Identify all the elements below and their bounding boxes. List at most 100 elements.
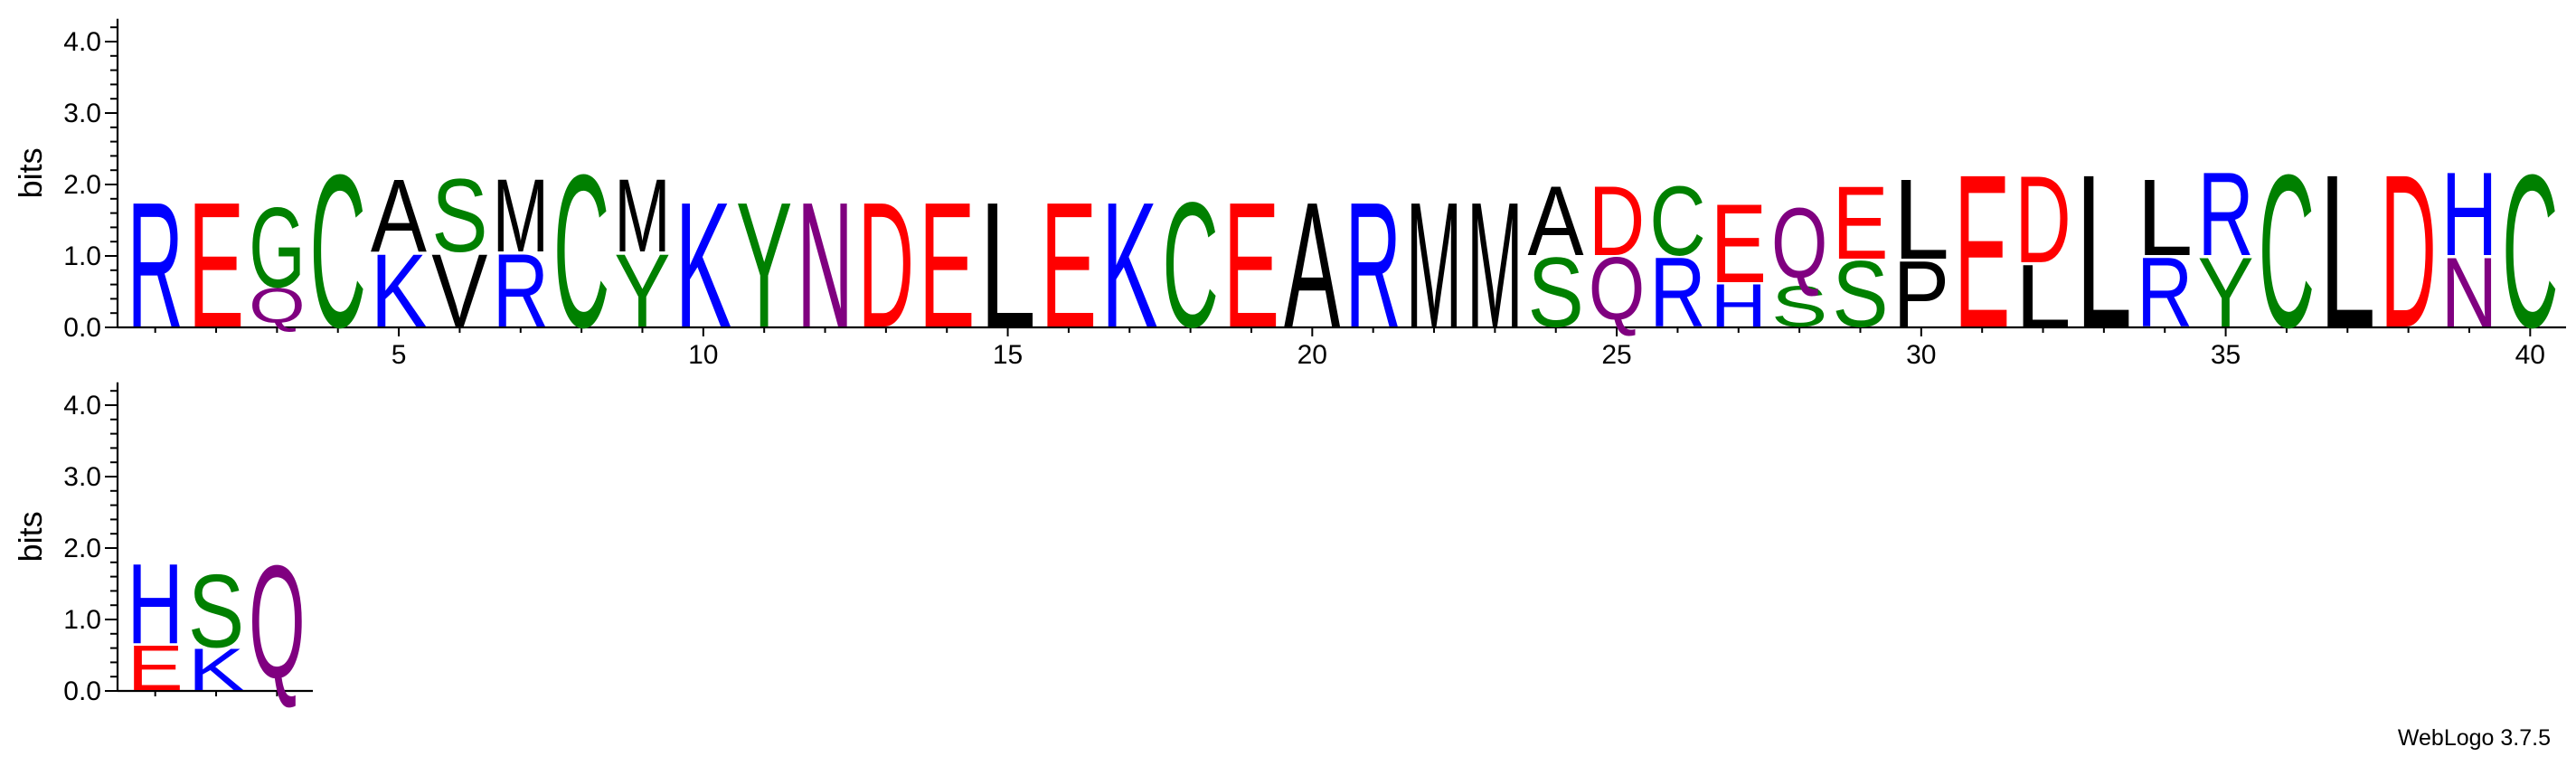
glyph-R: R	[493, 232, 549, 349]
x-tick-label: 40	[2515, 340, 2545, 370]
glyph-K: K	[188, 637, 244, 703]
glyph-S: S	[1771, 275, 1827, 339]
glyph-E: E	[188, 165, 244, 364]
glyph-C: C	[2259, 130, 2315, 374]
glyph-C: C	[1162, 165, 1218, 364]
glyph-C: C	[2502, 130, 2558, 374]
logo-column-18: C	[1162, 165, 1218, 364]
glyph-D: D	[2015, 151, 2071, 289]
glyph-Q: Q	[249, 533, 305, 713]
logo-column-22: M	[1406, 165, 1462, 364]
y-axis-label: bits	[12, 147, 49, 198]
logo-column-40: C	[2502, 130, 2558, 374]
glyph-H: H	[1711, 272, 1767, 340]
logo-column-38: D	[2380, 130, 2436, 374]
glyph-D: D	[2380, 130, 2436, 374]
glyph-D: D	[858, 165, 914, 364]
logo-column-31: E	[1954, 128, 2010, 373]
glyph-Q: Q	[249, 278, 305, 333]
logo-column-29: SE	[1832, 165, 1888, 346]
glyph-P: P	[1893, 241, 1949, 346]
logo-column-1: R	[127, 165, 184, 364]
y-axis-label: bits	[12, 511, 49, 562]
glyph-N: N	[2441, 237, 2497, 347]
glyph-L: L	[2137, 156, 2193, 279]
glyph-Y: Y	[2197, 237, 2253, 348]
logo-column-34: RL	[2137, 156, 2193, 347]
x-tick-label: 10	[688, 340, 718, 370]
logo-column-32: LD	[2015, 151, 2071, 346]
x-tick-label: 30	[1906, 340, 1936, 370]
y-tick-label: 3.0	[63, 462, 101, 492]
logo-column-27: HE	[1711, 182, 1767, 340]
logo-column-24: SA	[1528, 165, 1584, 348]
weblogo-credit: WebLogo 3.7.5	[2397, 725, 2551, 751]
glyph-L: L	[1893, 156, 1949, 284]
logo-column-28: SQ	[1771, 188, 1827, 339]
logo-column-8: C	[553, 130, 609, 374]
logo-column-5: KA	[371, 158, 427, 350]
logo-column-30: PL	[1893, 156, 1949, 346]
glyph-R: R	[127, 165, 184, 364]
logo-column-26: RC	[1649, 165, 1705, 347]
logo-column-42: KS	[188, 553, 244, 703]
glyph-M: M	[1467, 165, 1523, 364]
glyph-G: G	[249, 184, 305, 312]
logo-column-17: K	[1101, 165, 1157, 364]
glyph-L: L	[2319, 129, 2375, 373]
glyph-C: C	[1649, 165, 1705, 276]
y-tick-label: 1.0	[63, 241, 101, 271]
glyph-E: E	[1954, 128, 2010, 373]
glyph-D: D	[1589, 165, 1645, 276]
y-tick-label: 4.0	[63, 27, 101, 57]
x-tick-label: 35	[2211, 340, 2241, 370]
logo-column-10: K	[675, 165, 731, 364]
y-tick-label: 2.0	[63, 170, 101, 200]
logo-column-7: RM	[493, 157, 549, 349]
glyph-E: E	[1832, 165, 1888, 281]
glyph-S: S	[1528, 237, 1584, 348]
glyph-S: S	[431, 158, 487, 274]
glyph-R: R	[2197, 147, 2253, 281]
logo-column-16: E	[1041, 165, 1097, 364]
glyph-E: E	[1711, 182, 1767, 307]
y-tick-label: 0.0	[63, 676, 101, 706]
logo-column-11: Y	[736, 165, 792, 364]
glyph-A: A	[1284, 165, 1340, 364]
logo-column-6: VS	[431, 158, 487, 349]
y-tick-label: 0.0	[63, 313, 101, 343]
logo-column-36: C	[2259, 130, 2315, 374]
glyph-V: V	[431, 233, 487, 350]
y-tick-label: 1.0	[63, 605, 101, 635]
logo-column-25: QD	[1589, 165, 1645, 339]
glyph-R: R	[1345, 165, 1401, 364]
glyph-E: E	[1223, 165, 1279, 364]
glyph-M: M	[1406, 165, 1462, 364]
logo-column-9: YM	[614, 157, 670, 350]
x-tick-label: 5	[392, 340, 407, 370]
glyph-K: K	[675, 165, 731, 364]
logo-column-20: A	[1284, 165, 1340, 364]
logo-column-15: L	[979, 166, 1035, 365]
logo-column-39: NH	[2441, 147, 2497, 348]
glyph-E: E	[919, 165, 975, 364]
glyph-L: L	[2015, 246, 2071, 345]
glyph-S: S	[1832, 241, 1888, 346]
glyph-R: R	[1649, 237, 1705, 347]
glyph-Q: Q	[1589, 240, 1645, 339]
glyph-N: N	[797, 165, 853, 364]
glyph-A: A	[371, 158, 427, 275]
glyph-C: C	[310, 130, 366, 374]
glyph-M: M	[493, 157, 549, 274]
y-tick-label: 4.0	[63, 391, 101, 421]
glyph-C: C	[553, 130, 609, 374]
x-tick-label: 15	[993, 340, 1023, 370]
logo-column-13: D	[858, 165, 914, 364]
y-tick-label: 2.0	[63, 534, 101, 563]
glyph-S: S	[188, 553, 244, 669]
x-tick-label: 20	[1297, 340, 1327, 370]
glyph-K: K	[1101, 165, 1157, 364]
logo-column-23: M	[1467, 165, 1523, 364]
